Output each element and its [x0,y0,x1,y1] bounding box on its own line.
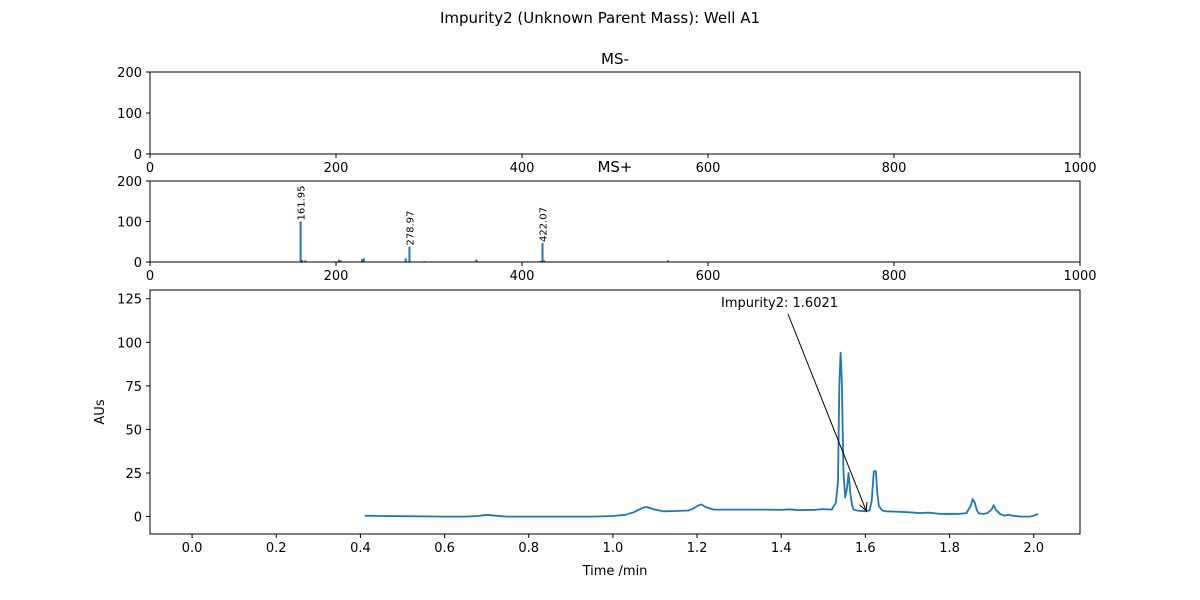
ms-negative-y-tick-label: 0 [134,148,142,163]
uv-x-tick-label: 1.0 [603,541,624,556]
uv-y-axis-label: AUs [93,399,108,424]
uv-y-tick-label: 25 [125,467,142,482]
uv-x-tick-label: 1.8 [939,541,960,556]
figure-suptitle: Impurity2 (Unknown Parent Mass): Well A1 [440,9,760,27]
uv-y-tick-label: 50 [125,423,142,438]
ms-negative-frame [149,71,1081,155]
ms-positive-y-tick-label: 0 [134,256,142,271]
uv-x-tick-label: 0.0 [182,541,203,556]
uv-x-tick-label: 0.6 [434,541,455,556]
ms-negative-panel: MS- 0 200 400 600 800 1000 0 100 200 [117,50,1096,176]
ms-negative-x-tick-label: 1000 [1063,161,1096,176]
uv-y-tick-label: 100 [117,336,142,351]
uv-frame [149,289,1081,535]
uv-trace-line [364,351,1039,518]
ms-positive-x-tick-label: 800 [882,269,907,284]
ms-negative-x-tick-label: 400 [510,161,535,176]
uv-y-tick-label: 0 [134,511,142,526]
ms-positive-x-tick-label: 400 [510,269,535,284]
ms-negative-x-tick-label: 0 [146,161,154,176]
ms-negative-x-tick-label: 200 [324,161,349,176]
ms-negative-y-tick-label: 100 [117,107,142,122]
ms-positive-y-tick-label: 100 [117,216,142,231]
ms-positive-x-tick-label: 600 [696,269,721,284]
ms-positive-peak-label: 161.95 [297,186,308,221]
uv-y-tick-label: 125 [117,293,142,308]
uv-x-tick-label: 0.8 [518,541,539,556]
uv-ticks: 0.0 0.2 0.4 0.6 0.8 1.0 1.2 1.4 1.6 1.8 2.0 0 25 50 75… [117,293,1044,556]
annotation-arrowhead [859,501,868,513]
ms-positive-x-tick-label: 1000 [1063,269,1096,284]
uv-x-axis-label: Time /min [582,564,648,579]
ms-positive-frame [149,180,1081,263]
annotation-arrow [787,313,867,512]
uv-chromatogram-panel: 0.0 0.2 0.4 0.6 0.8 1.0 1.2 1.4 1.6 1.8 2.0 0 25 50 75… [93,289,1081,579]
ms-positive-x-tick-label: 0 [146,269,154,284]
ms-negative-y-tick-label: 200 [117,66,142,81]
uv-x-tick-label: 1.4 [771,541,792,556]
ms-positive-x-tick-label: 200 [324,269,349,284]
ms-negative-x-tick-label: 600 [696,161,721,176]
uv-x-tick-label: 1.6 [855,541,876,556]
ms-positive-peak-label: 278.97 [405,211,416,246]
uv-x-tick-label: 0.2 [266,541,287,556]
ms-negative-x-tick-label: 800 [882,161,907,176]
ms-positive-peak-labels: 161.95 278.97 422.07 [297,186,550,246]
ms-positive-peaks [299,221,670,262]
ms-positive-y-tick-label: 200 [117,175,142,190]
ms-positive-title: MS+ [597,158,632,176]
uv-x-tick-label: 1.2 [687,541,708,556]
ms-positive-peak-label: 422.07 [539,207,550,242]
uv-y-tick-label: 75 [125,380,142,395]
ms-positive-ticks: 0 200 400 600 800 1000 0 100 200 [117,175,1096,284]
uv-x-tick-label: 2.0 [1023,541,1044,556]
ms-negative-ticks: 0 200 400 600 800 1000 0 100 200 [117,66,1096,176]
uv-x-tick-label: 0.4 [350,541,371,556]
ms-negative-title: MS- [601,50,629,68]
annotation-label: Impurity2: 1.6021 [721,296,838,311]
